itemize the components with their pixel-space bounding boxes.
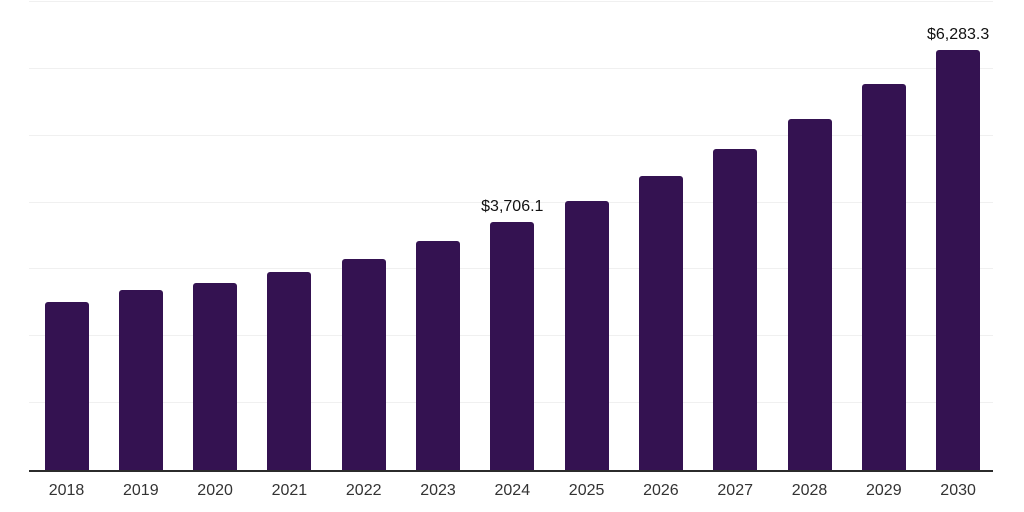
- x-tick-label-2025: 2025: [568, 482, 605, 499]
- bar-2021: [267, 272, 312, 470]
- gridline: [29, 134, 993, 136]
- plot-area: $3,706.1 $6,283.3: [29, 1, 993, 472]
- bar-2030: [936, 49, 981, 470]
- x-tick-label-2026: 2026: [643, 482, 679, 499]
- bar-2025: [564, 201, 609, 470]
- bar-2019: [118, 290, 163, 470]
- gridline: [29, 1, 993, 2]
- data-label-2024: $3,706.1: [481, 198, 544, 216]
- bar-2022: [341, 258, 386, 470]
- x-tick-label-2023: 2023: [420, 482, 456, 499]
- gridline: [29, 67, 993, 69]
- gridline: [29, 201, 993, 203]
- x-tick-label-2030: 2030: [940, 482, 976, 499]
- x-tick-label-2021: 2021: [271, 482, 308, 499]
- data-label-2030: $6,283.3: [926, 25, 990, 43]
- bar-2028: [787, 119, 832, 470]
- x-tick-label-2022: 2022: [345, 482, 382, 499]
- bar-2020: [193, 282, 238, 470]
- bar-2024: [490, 222, 535, 470]
- bar-2023: [416, 240, 460, 470]
- x-tick-label-2027: 2027: [717, 482, 753, 499]
- x-tick-label-2028: 2028: [791, 482, 828, 499]
- x-tick-label-2019: 2019: [123, 482, 159, 499]
- bar-2026: [638, 175, 683, 470]
- x-tick-label-2024: 2024: [494, 482, 531, 499]
- bar-2018: [44, 302, 89, 470]
- bar-2027: [713, 149, 758, 470]
- bar-2029: [861, 83, 906, 470]
- x-tick-label-2018: 2018: [48, 482, 85, 499]
- x-tick-label-2020: 2020: [197, 482, 233, 499]
- x-tick-label-2029: 2029: [866, 482, 902, 499]
